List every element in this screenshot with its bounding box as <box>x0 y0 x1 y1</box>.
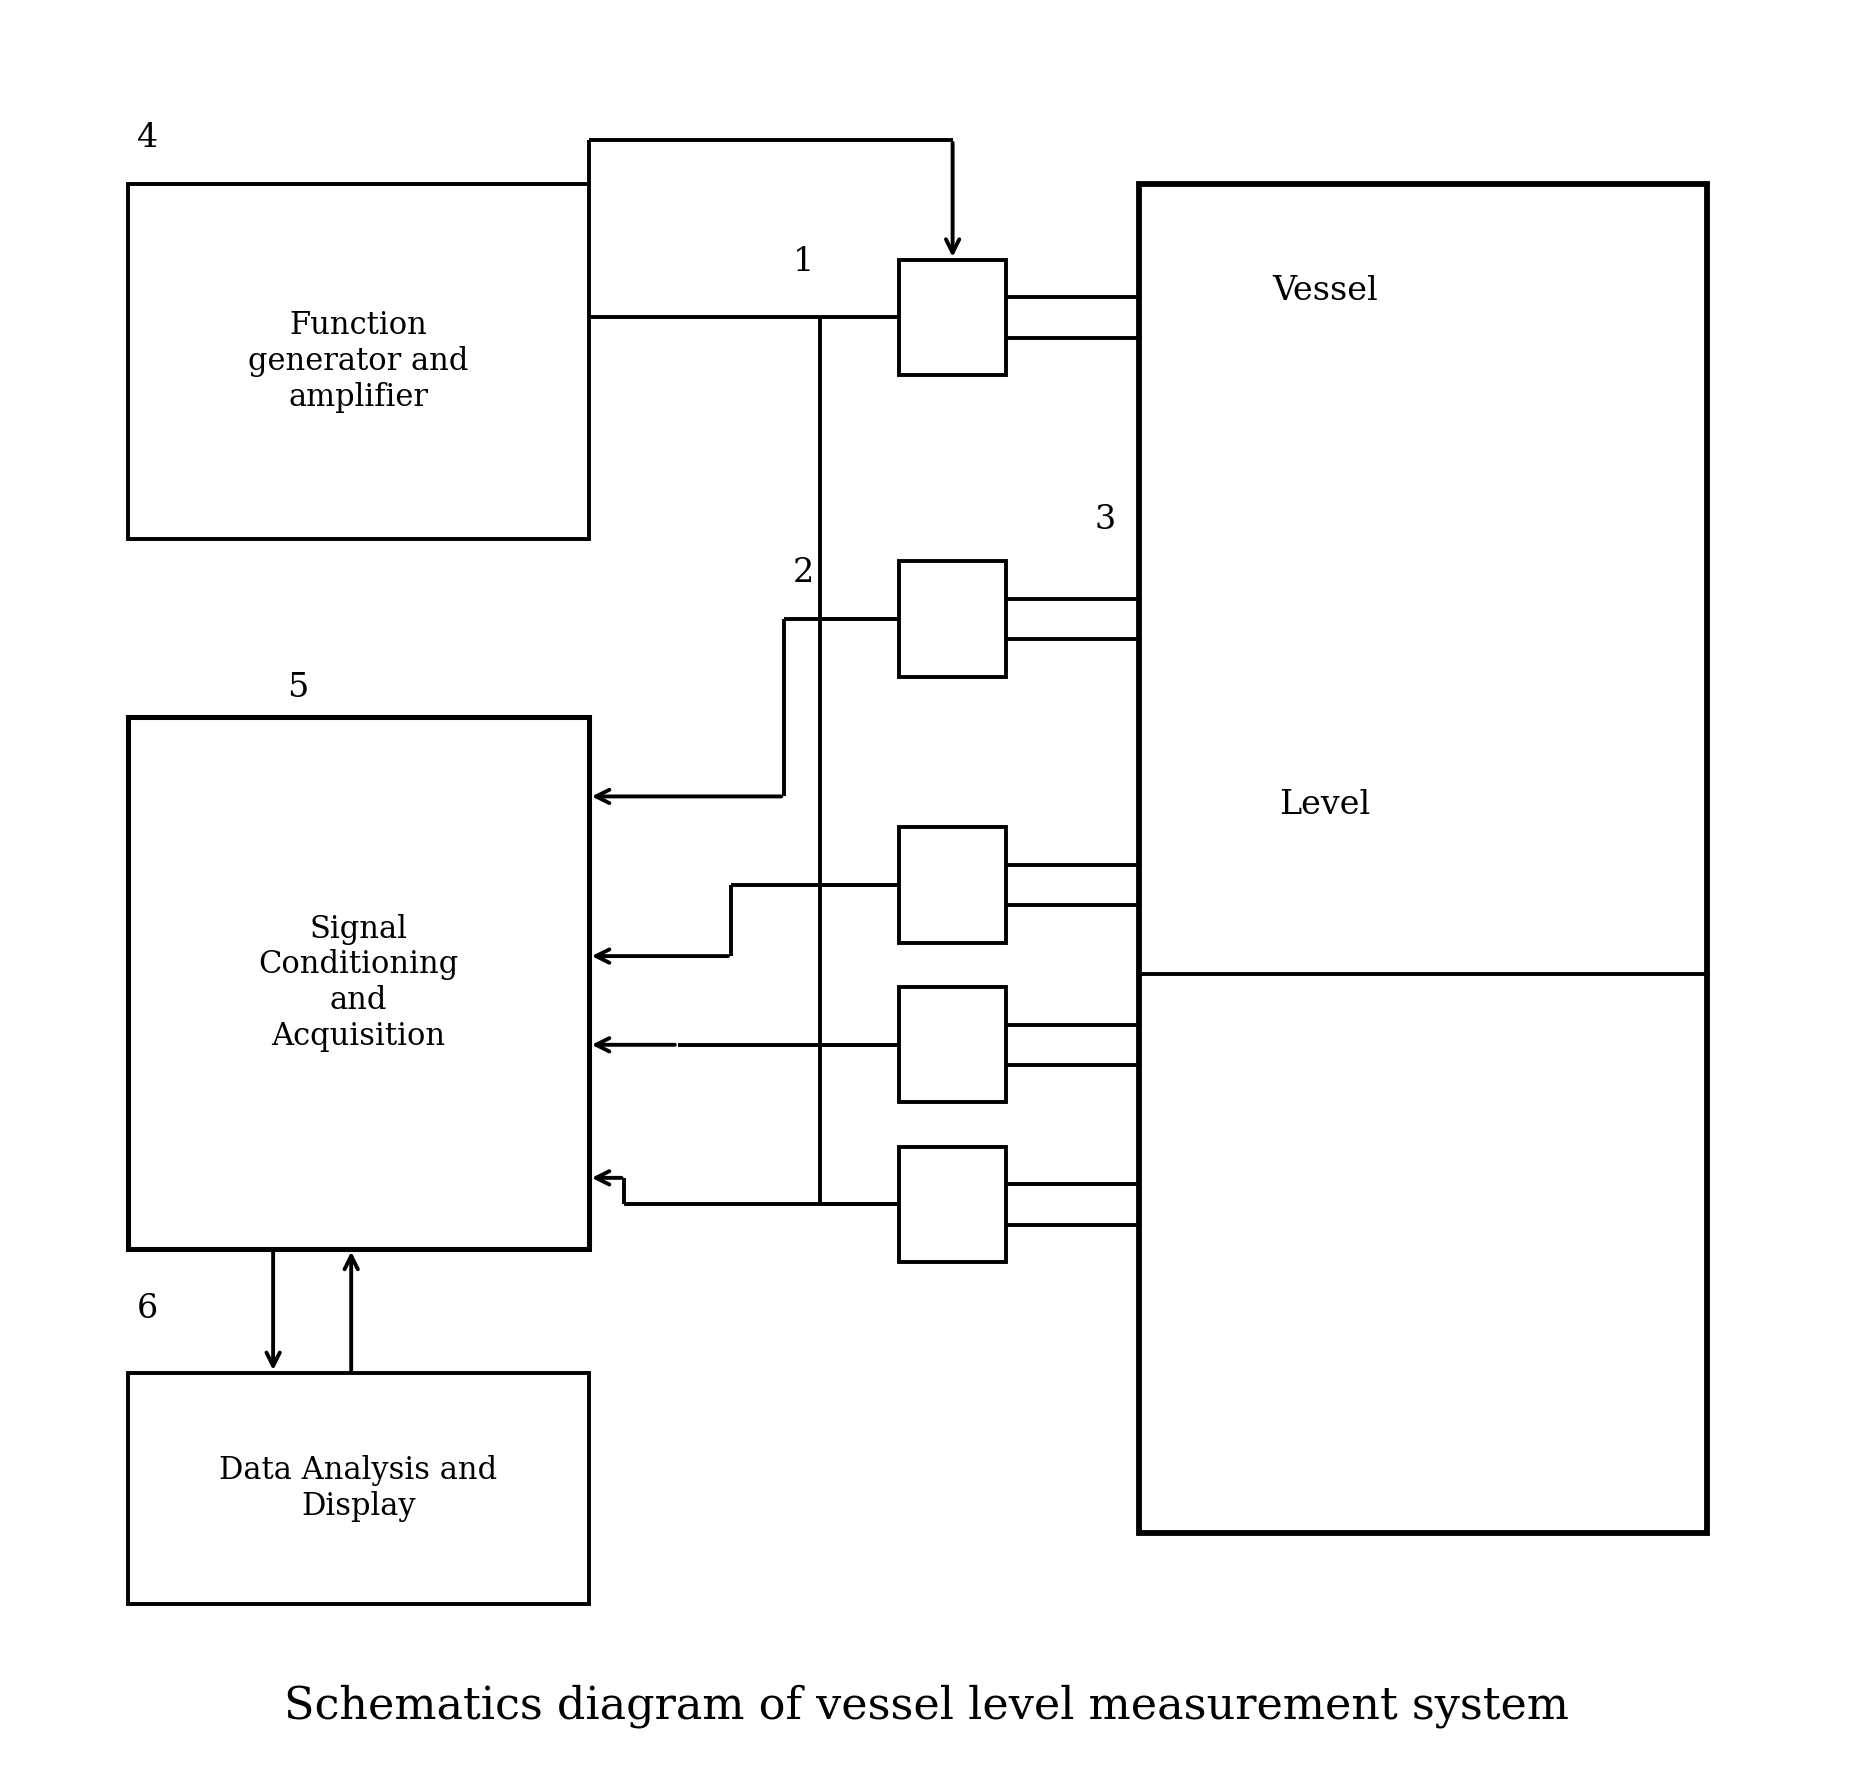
Text: Level: Level <box>1280 789 1370 821</box>
Bar <box>128 1373 589 1604</box>
Bar <box>900 259 1006 375</box>
Text: Vessel: Vessel <box>1272 275 1378 308</box>
Text: Signal
Conditioning
and
Acquisition: Signal Conditioning and Acquisition <box>257 914 459 1051</box>
Bar <box>900 987 1006 1103</box>
Text: 6: 6 <box>137 1293 157 1325</box>
Text: Data Analysis and
Display: Data Analysis and Display <box>219 1455 498 1522</box>
Text: Function
generator and
amplifier: Function generator and amplifier <box>248 311 469 413</box>
Text: 3: 3 <box>1095 504 1115 536</box>
Bar <box>1139 184 1706 1532</box>
Bar <box>128 184 589 540</box>
Bar <box>128 717 589 1248</box>
Text: Schematics diagram of vessel level measurement system: Schematics diagram of vessel level measu… <box>283 1684 1569 1727</box>
Text: 5: 5 <box>287 672 309 704</box>
Text: 2: 2 <box>793 556 815 588</box>
Bar <box>900 828 1006 942</box>
Text: 4: 4 <box>137 122 157 154</box>
Text: 1: 1 <box>793 247 815 279</box>
Bar <box>900 1146 1006 1262</box>
Bar <box>900 561 1006 676</box>
